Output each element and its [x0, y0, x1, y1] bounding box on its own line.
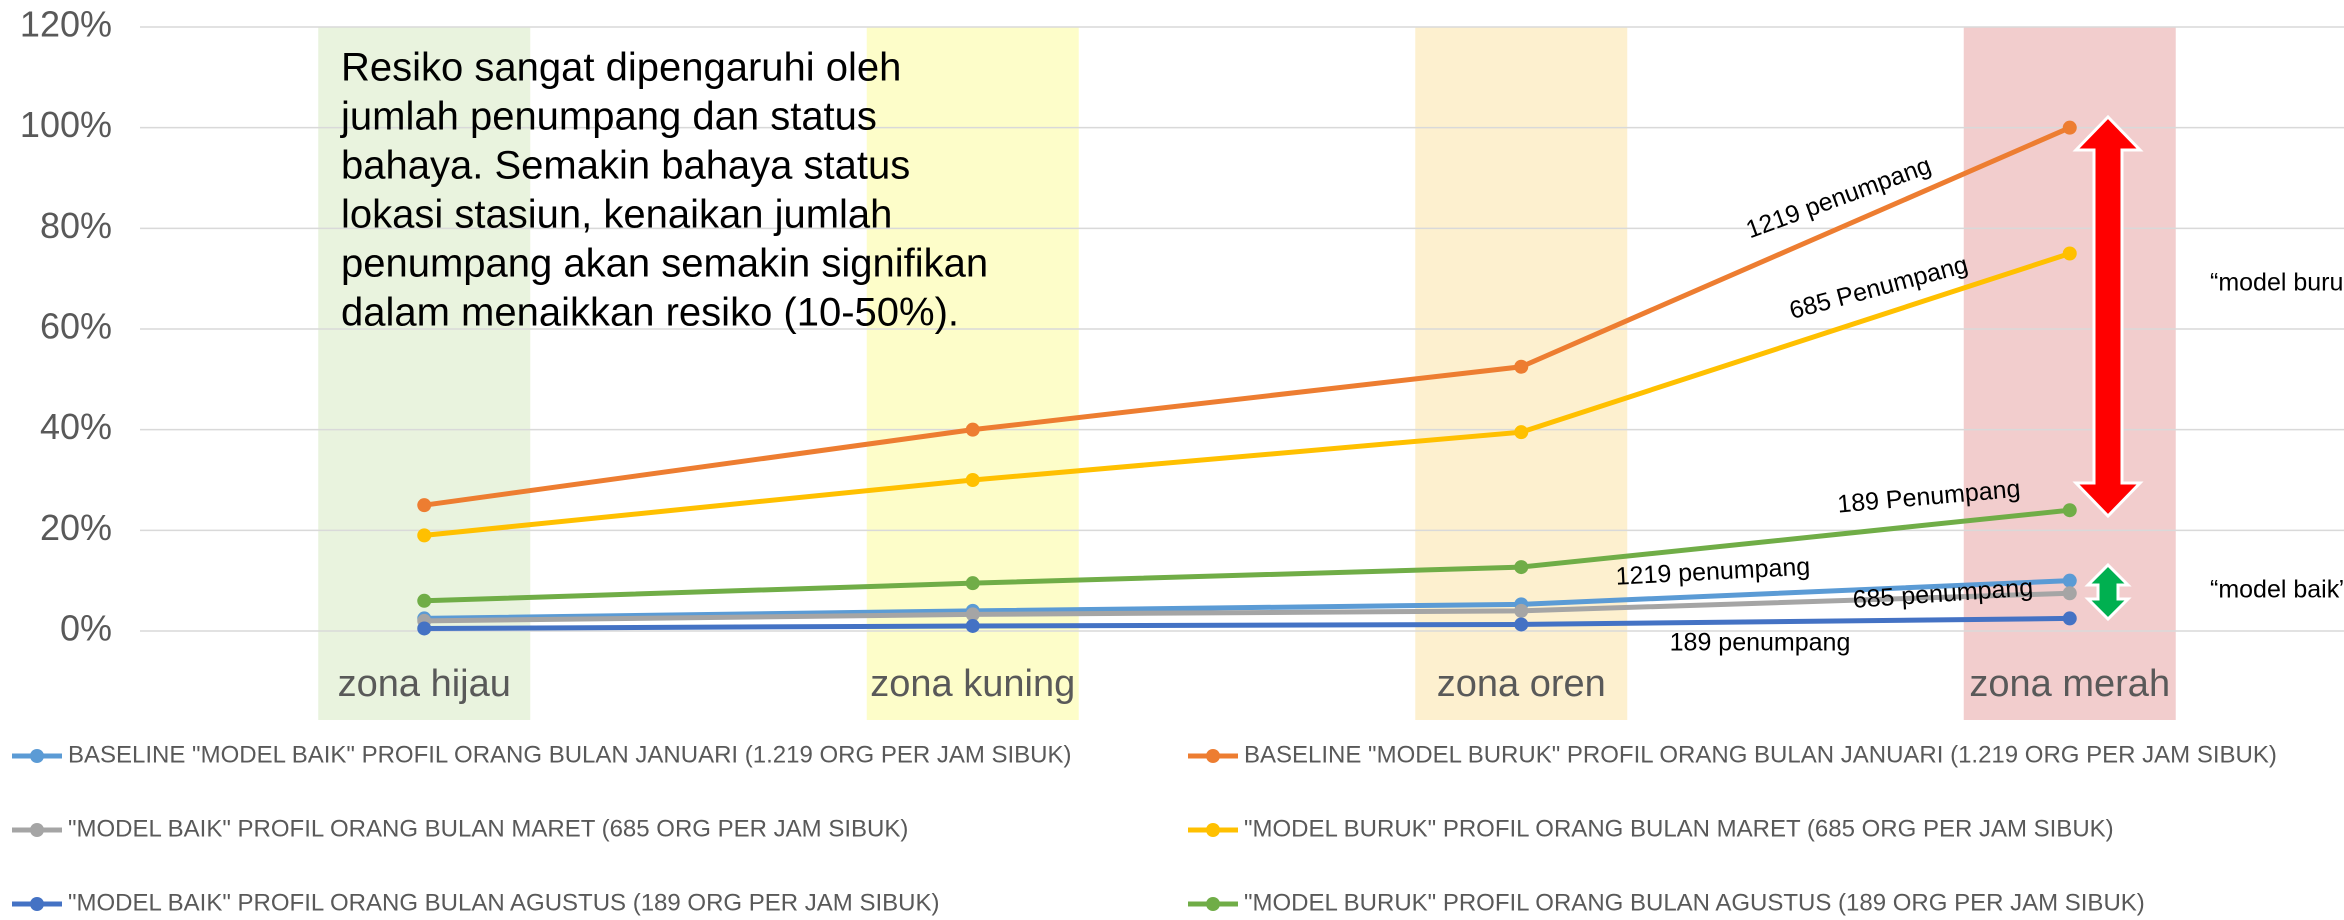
legend-marker	[1206, 823, 1220, 837]
y-tick-label: 100%	[20, 104, 112, 145]
legend-marker	[30, 897, 44, 911]
data-point	[417, 498, 432, 513]
legend-label: BASELINE "MODEL BURUK" PROFIL ORANG BULA…	[1244, 741, 2277, 768]
data-point	[2062, 573, 2077, 588]
series-line	[424, 615, 2070, 631]
legend-marker	[1206, 749, 1220, 763]
data-point	[965, 422, 980, 437]
legend-label: "MODEL BURUK" PROFIL ORANG BULAN MARET (…	[1244, 815, 2114, 842]
series-line	[424, 507, 2071, 604]
data-point	[417, 621, 432, 636]
note-text: bahaya. Semakin bahaya status	[341, 144, 910, 188]
data-point	[965, 618, 980, 633]
data-point	[2062, 586, 2077, 601]
y-tick-label: 60%	[40, 306, 112, 347]
data-point	[2062, 503, 2077, 518]
data-point	[2062, 246, 2077, 261]
y-tick-label: 40%	[40, 406, 112, 447]
legend-label: "MODEL BURUK" PROFIL ORANG BULAN AGUSTUS…	[1244, 889, 2145, 916]
data-point	[1514, 560, 1529, 575]
series-line	[424, 590, 2070, 624]
legend-marker	[30, 823, 44, 837]
series-line	[424, 578, 2070, 621]
legend-marker	[1206, 897, 1220, 911]
data-point	[1514, 425, 1529, 440]
annotation: “model buruk”	[2210, 269, 2344, 297]
legend-marker	[30, 749, 44, 763]
note-text: jumlah penumpang dan status	[340, 95, 877, 139]
y-tick-label: 0%	[60, 608, 112, 649]
series-line	[423, 251, 2071, 538]
data-point	[1514, 603, 1529, 618]
x-tick-label: zona kuning	[870, 663, 1075, 705]
x-tick-label: zona oren	[1437, 663, 1606, 705]
note-text: lokasi stasiun, kenaikan jumlah	[341, 193, 892, 237]
data-point	[965, 473, 980, 487]
data-point	[1514, 359, 1529, 374]
data-point	[417, 593, 432, 608]
legend-label: "MODEL BAIK" PROFIL ORANG BULAN AGUSTUS …	[68, 889, 939, 916]
y-tick-label: 20%	[40, 507, 112, 548]
zone-band	[1963, 27, 2176, 720]
annotation: 1219 penumpang	[1615, 553, 1811, 591]
y-tick-label: 80%	[40, 205, 112, 246]
grid	[140, 26, 2344, 632]
note-text: dalam menaikkan resiko (10-50%).	[341, 291, 959, 335]
series-line	[423, 125, 2071, 508]
y-tick-label: 120%	[20, 4, 112, 45]
legend-label: "MODEL BAIK" PROFIL ORANG BULAN MARET (6…	[68, 815, 908, 842]
data-point	[2062, 611, 2077, 626]
data-point	[1514, 617, 1529, 632]
annotation: “model baik”	[2210, 576, 2344, 604]
x-tick-label: zona merah	[1969, 663, 2170, 705]
x-tick-label: zona hijau	[338, 663, 511, 705]
zones	[318, 27, 2176, 720]
note-text: Resiko sangat dipengaruhi oleh	[341, 46, 901, 90]
note-text: penumpang akan semakin signifikan	[341, 242, 988, 286]
data-point	[2062, 120, 2077, 135]
data-point	[417, 528, 432, 543]
legend-label: BASELINE "MODEL BAIK" PROFIL ORANG BULAN…	[68, 741, 1072, 768]
data-point	[965, 607, 980, 622]
data-point	[965, 576, 980, 591]
annotation: 189 penumpang	[1670, 629, 1851, 657]
green-arrow	[2084, 562, 2132, 622]
red-arrow	[2072, 114, 2144, 519]
